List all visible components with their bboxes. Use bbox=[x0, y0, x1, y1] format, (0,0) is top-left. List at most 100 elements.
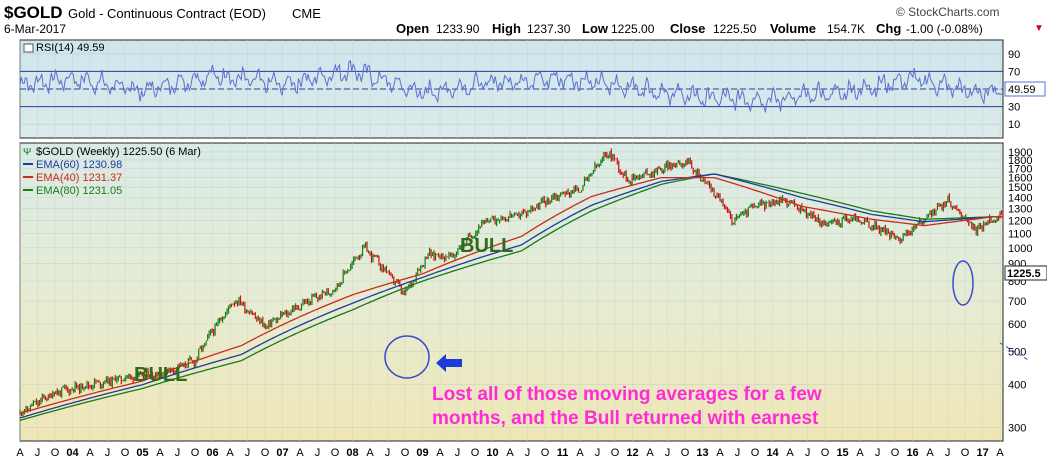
ema40-legend: EMA(40) 1231.37 bbox=[36, 172, 122, 184]
x-tick-label: 13 bbox=[696, 447, 708, 459]
x-tick-label: 09 bbox=[416, 447, 428, 459]
x-tick-label: O bbox=[121, 447, 130, 459]
x-tick-label: 11 bbox=[557, 447, 569, 459]
x-tick-label: O bbox=[191, 447, 200, 459]
x-tick-label: O bbox=[471, 447, 480, 459]
volume-value: 154.7K bbox=[827, 22, 866, 36]
price-tick-label: 1500 bbox=[1008, 182, 1032, 194]
price-tick-label: 1300 bbox=[1008, 204, 1032, 216]
x-axis: A J O 04 A J O 05 A J O 06 A J O 07 A J O 08 A J O 09 A J O 10 A J O 11… bbox=[16, 447, 1004, 459]
price-current-box bbox=[1004, 265, 1047, 281]
rsi-tick-label: 70 bbox=[1008, 66, 1020, 78]
x-tick-label: J bbox=[665, 447, 671, 459]
price-tick-label: 1600 bbox=[1008, 173, 1032, 185]
annotation-line-2: months, and the Bull returned with earne… bbox=[432, 408, 819, 429]
open-label: Open bbox=[396, 21, 430, 36]
rsi-current-box bbox=[1004, 81, 1046, 97]
x-tick-label: 15 bbox=[836, 447, 848, 459]
x-tick-label: J bbox=[105, 447, 111, 459]
x-tick-label: 06 bbox=[206, 447, 218, 459]
x-tick-label: J bbox=[35, 447, 41, 459]
chart-header: $GOLD Gold - Continuous Contract (EOD) C… bbox=[0, 0, 1047, 38]
ema40-line bbox=[19, 176, 1003, 415]
x-tick-label: J bbox=[245, 447, 251, 459]
x-tick-label: A bbox=[576, 447, 584, 459]
open-value: 1233.90 bbox=[436, 22, 480, 36]
rsi-tick-label: 30 bbox=[1008, 102, 1020, 114]
low-label: Low bbox=[582, 21, 608, 36]
symbol: $GOLD bbox=[4, 3, 63, 22]
x-tick-label: 10 bbox=[486, 447, 498, 459]
brand-watermark: © StockCharts.com bbox=[896, 5, 1000, 19]
price-tick-label: 1200 bbox=[1008, 216, 1032, 228]
x-tick-label: J bbox=[525, 447, 531, 459]
x-tick-label: A bbox=[226, 447, 234, 459]
x-tick-label: J bbox=[175, 447, 181, 459]
chg-label: Chg bbox=[876, 21, 902, 36]
price-tick-label: 500 bbox=[1008, 346, 1026, 358]
rsi-panel: 9070503010 49.59 RSI(14) 49.59 bbox=[19, 39, 1046, 139]
x-tick-label: A bbox=[86, 447, 94, 459]
x-tick-label: O bbox=[821, 447, 830, 459]
x-tick-label: 07 bbox=[276, 447, 288, 459]
price-tick-label: 1100 bbox=[1008, 229, 1032, 241]
x-tick-label: O bbox=[401, 447, 410, 459]
price-tick-label: 700 bbox=[1008, 296, 1026, 308]
volume-label: Volume bbox=[770, 21, 816, 36]
bull-label-left: BULL bbox=[134, 364, 187, 386]
price-bars bbox=[19, 148, 1004, 417]
price-tick-label: 1900 bbox=[1008, 147, 1032, 159]
x-tick-label: 08 bbox=[346, 447, 358, 459]
x-tick-label: J bbox=[315, 447, 321, 459]
x-tick-label: O bbox=[51, 447, 60, 459]
x-tick-label: J bbox=[455, 447, 461, 459]
x-tick-label: A bbox=[16, 447, 24, 459]
x-tick-label: J bbox=[945, 447, 951, 459]
x-tick-label: A bbox=[996, 447, 1004, 459]
instrument-name: Gold - Continuous Contract (EOD) bbox=[68, 6, 266, 21]
rsi-legend: RSI(14) 49.59 bbox=[36, 42, 104, 54]
chart-date: 6-Mar-2017 bbox=[4, 22, 67, 36]
x-tick-label: A bbox=[506, 447, 514, 459]
x-tick-label: O bbox=[751, 447, 760, 459]
price-tick-label: 300 bbox=[1008, 423, 1026, 435]
x-tick-label: A bbox=[856, 447, 864, 459]
high-label: High bbox=[492, 21, 521, 36]
price-current-label: 1225.5 bbox=[1007, 268, 1041, 280]
price-tick-label: 400 bbox=[1008, 380, 1026, 392]
trend-line-stub bbox=[999, 342, 1031, 362]
rsi-legend-icon bbox=[23, 43, 34, 53]
x-tick-label: 17 bbox=[976, 447, 988, 459]
rsi-tick-label: 90 bbox=[1008, 49, 1020, 61]
low-value: 1225.00 bbox=[611, 22, 655, 36]
annotation-line-1: Lost all of those moving averages for a … bbox=[432, 384, 822, 405]
x-tick-label: O bbox=[541, 447, 550, 459]
price-tick-label: 1800 bbox=[1008, 155, 1032, 167]
price-legend-icon: Ψ bbox=[23, 147, 31, 158]
x-tick-label: O bbox=[331, 447, 340, 459]
x-tick-label: 14 bbox=[766, 447, 779, 459]
price-tick-label: 600 bbox=[1008, 319, 1026, 331]
x-tick-label: O bbox=[611, 447, 620, 459]
x-tick-label: 16 bbox=[906, 447, 918, 459]
x-tick-label: J bbox=[385, 447, 391, 459]
bull-label-mid: BULL bbox=[460, 235, 513, 257]
left-arrow-icon bbox=[436, 354, 462, 372]
rsi-tick-label: 10 bbox=[1008, 119, 1020, 131]
ema80-legend: EMA(80) 1231.05 bbox=[36, 185, 122, 197]
highlight-circle-2009 bbox=[384, 335, 430, 379]
x-tick-label: 04 bbox=[66, 447, 79, 459]
x-tick-label: J bbox=[735, 447, 741, 459]
x-tick-label: O bbox=[961, 447, 970, 459]
high-value: 1237.30 bbox=[527, 22, 571, 36]
close-value: 1225.50 bbox=[713, 22, 757, 36]
x-tick-label: 12 bbox=[626, 447, 638, 459]
x-tick-label: J bbox=[805, 447, 811, 459]
ema80-line bbox=[19, 173, 1003, 422]
x-tick-label: O bbox=[261, 447, 270, 459]
close-label: Close bbox=[670, 21, 706, 36]
x-tick-label: O bbox=[891, 447, 900, 459]
highlight-circle-2017 bbox=[952, 260, 974, 306]
